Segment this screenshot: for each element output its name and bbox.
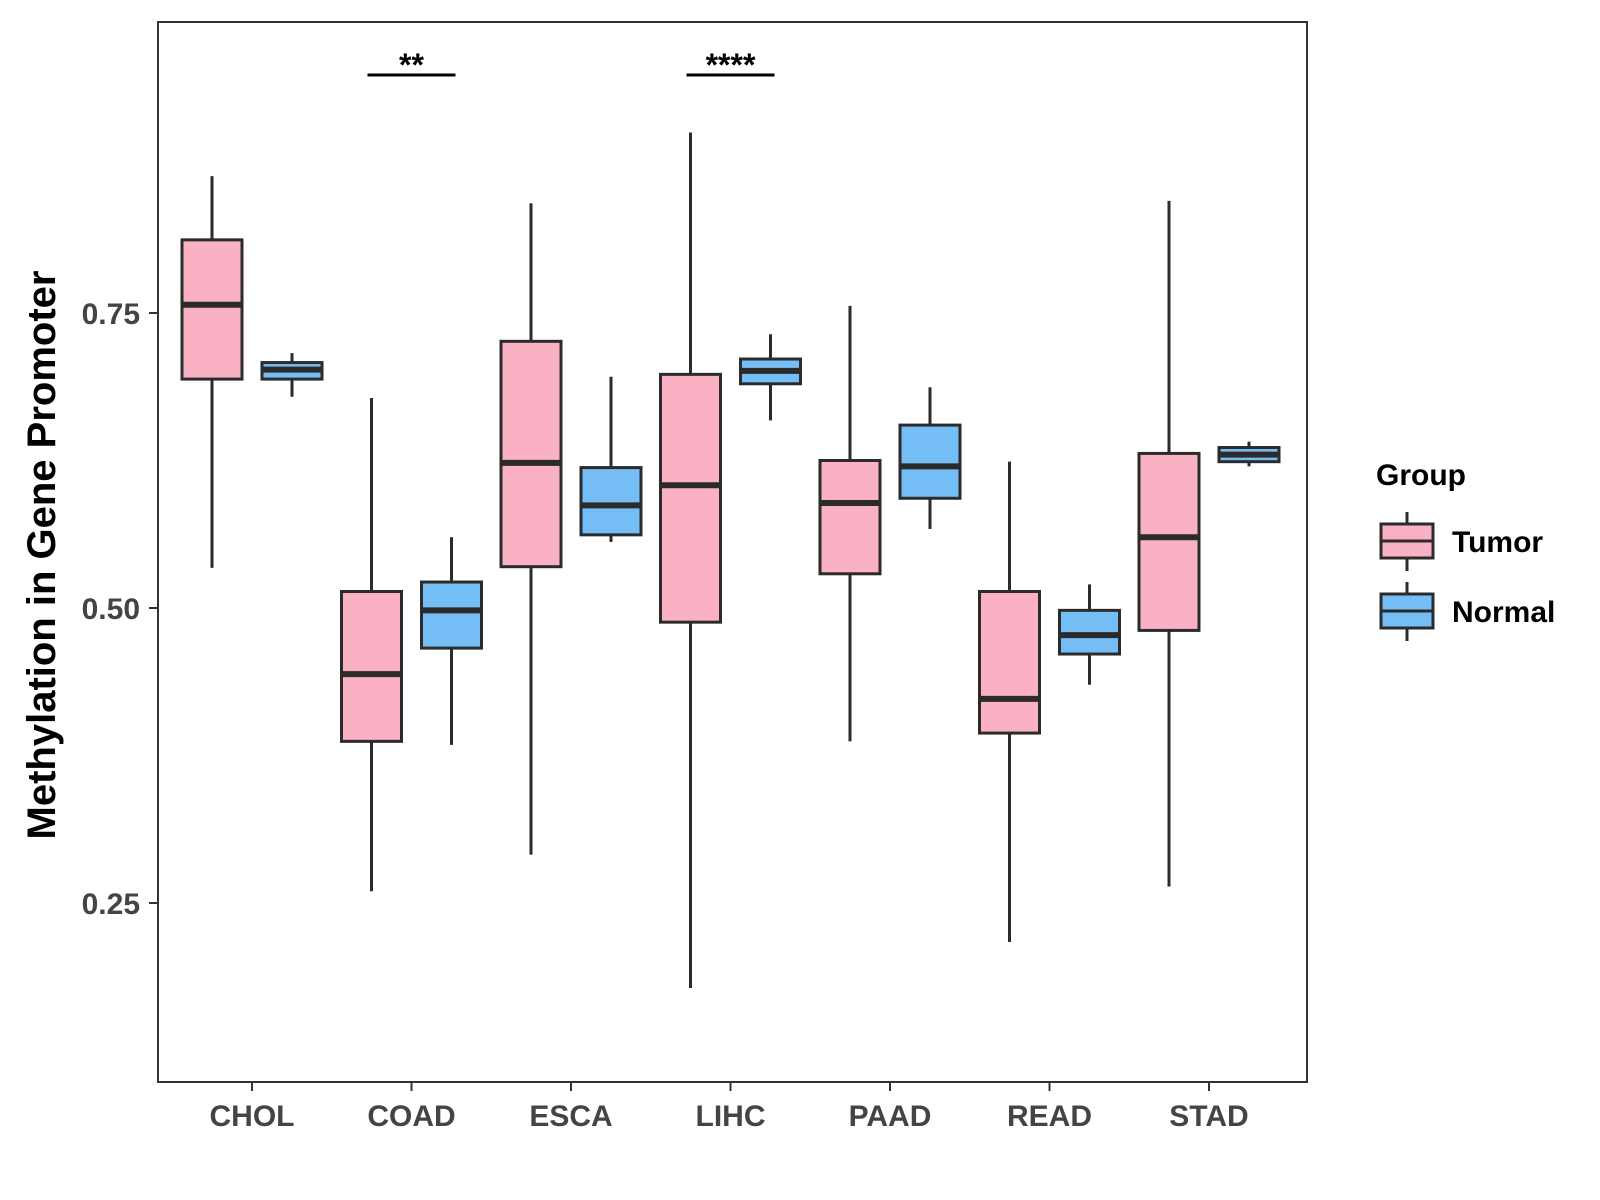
box-iqr <box>1137 451 1201 632</box>
boxes-layer <box>180 132 1281 988</box>
legend: Group Tumor Normal <box>1376 459 1555 641</box>
box-iqr <box>898 423 962 500</box>
legend-title: Group <box>1376 459 1466 492</box>
y-tick-label: 0.25 <box>82 888 140 921</box>
box-iqr <box>499 339 563 569</box>
box-normal-stad <box>1217 441 1281 467</box>
x-tick-label-coad: COAD <box>367 1100 455 1133</box>
significance-annotations: ** **** <box>367 47 775 83</box>
x-axis: CHOL COAD ESCA LIHC PAAD READ STAD <box>210 1082 1249 1133</box>
x-tick-label-paad: PAAD <box>849 1100 932 1133</box>
y-tick-label: 0.50 <box>82 593 140 626</box>
x-tick-label-read: READ <box>1007 1100 1092 1133</box>
box-iqr <box>340 589 403 743</box>
box-normal-chol <box>260 353 324 397</box>
box-tumor-read <box>978 461 1041 942</box>
x-tick-label-chol: CHOL <box>210 1100 295 1133</box>
x-tick-label-lihc: LIHC <box>696 1100 766 1133</box>
box-normal-esca <box>579 376 643 542</box>
x-tick-label-esca: ESCA <box>529 1100 612 1133</box>
significance-label: ** <box>399 47 424 83</box>
box-tumor-esca <box>499 203 563 855</box>
box-iqr <box>659 372 722 624</box>
box-iqr <box>818 459 882 576</box>
box-normal-coad <box>420 537 483 745</box>
box-tumor-paad <box>818 305 882 742</box>
box-tumor-stad <box>1137 200 1201 887</box>
plot-panel-border <box>157 21 1308 1083</box>
legend-label-normal: Normal <box>1452 596 1555 629</box>
box-iqr <box>420 580 483 650</box>
box-tumor-chol <box>180 176 244 568</box>
x-tick-label-stad: STAD <box>1169 1100 1248 1133</box>
box-normal-read <box>1058 584 1121 685</box>
significance-label: **** <box>706 47 756 83</box>
box-iqr <box>579 466 643 537</box>
legend-key-tumor <box>1379 512 1435 571</box>
legend-label-tumor: Tumor <box>1452 526 1543 559</box>
box-normal-paad <box>898 387 962 529</box>
box-tumor-lihc <box>659 132 722 988</box>
y-axis: 0.25 0.50 0.75 <box>82 298 158 921</box>
box-tumor-coad <box>340 397 403 892</box>
legend-key-normal <box>1379 582 1435 641</box>
box-iqr <box>978 589 1041 735</box>
y-tick-label: 0.75 <box>82 298 140 331</box>
box-normal-lihc <box>739 334 802 421</box>
y-axis-title: Methylation in Gene Promoter <box>20 271 64 840</box>
box-iqr <box>180 238 244 381</box>
